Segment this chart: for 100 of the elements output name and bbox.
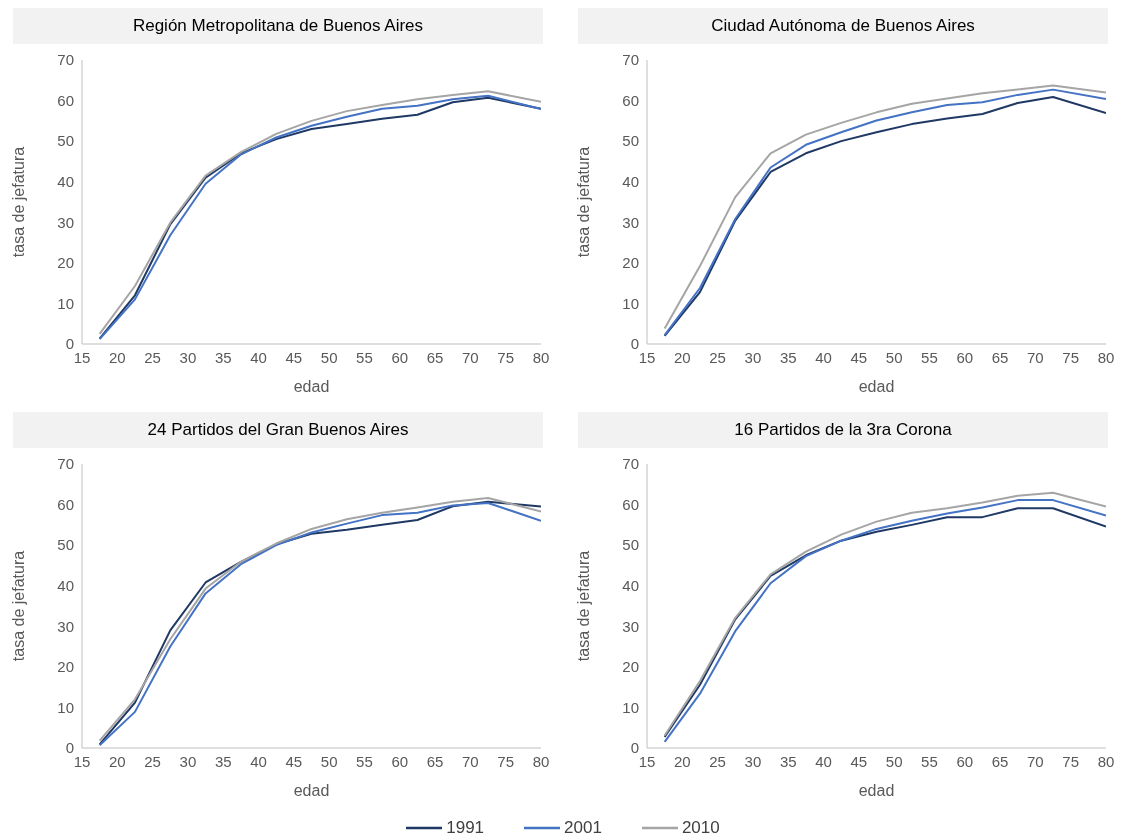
y-tick-label: 0 [630,335,639,353]
y-tick-label: 10 [57,698,74,716]
y-tick-label: 0 [65,739,74,757]
y-axis-title: tasa de jefatura [574,550,592,662]
x-tick-label: 25 [144,348,161,366]
y-tick-label: 50 [622,132,639,150]
y-axis-title: tasa de jefatura [574,146,592,258]
x-tick-label: 50 [885,752,903,770]
y-tick-label: 40 [57,173,74,191]
x-axis-title: edad [293,782,330,799]
x-tick-label: 70 [462,348,479,366]
x-tick-label: 60 [391,752,409,770]
x-tick-label: 50 [320,752,338,770]
x-tick-label: 65 [426,752,444,770]
y-tick-label: 50 [622,536,639,554]
x-tick-label: 60 [956,348,974,366]
legend-label: 1991 [446,818,485,834]
chart-title: Región Metropolitana de Buenos Aires [13,8,543,44]
y-tick-label: 60 [57,495,74,513]
x-tick-label: 35 [214,348,232,366]
chart-title: Ciudad Autónoma de Buenos Aires [578,8,1108,44]
x-tick-label: 20 [673,752,691,770]
y-tick-label: 70 [57,455,74,473]
y-tick-label: 60 [622,495,639,513]
y-tick-label: 40 [622,173,639,191]
y-tick-label: 20 [57,658,74,676]
legend-label: 2001 [564,818,602,834]
x-tick-label: 20 [108,348,126,366]
x-tick-label: 15 [638,752,656,770]
x-tick-label: 50 [320,348,338,366]
x-tick-label: 45 [285,348,303,366]
y-tick-label: 30 [622,213,639,231]
x-tick-label: 45 [285,752,303,770]
x-axis-title: edad [858,782,895,799]
chart-title: 24 Partidos del Gran Buenos Aires [13,412,543,448]
x-tick-label: 30 [179,752,197,770]
x-tick-label: 60 [956,752,974,770]
x-tick-label: 20 [673,348,691,366]
x-axis-title: edad [858,378,895,395]
x-tick-label: 15 [73,752,91,770]
x-tick-label: 25 [709,752,726,770]
x-tick-label: 30 [179,348,197,366]
x-tick-label: 55 [921,348,938,366]
x-tick-label: 40 [815,752,832,770]
y-tick-label: 70 [622,51,639,69]
x-tick-label: 55 [356,348,373,366]
x-tick-label: 70 [462,752,479,770]
x-tick-label: 80 [1097,348,1115,366]
x-tick-label: 75 [497,348,515,366]
y-tick-label: 10 [622,294,639,312]
y-tick-label: 30 [57,213,74,231]
y-tick-label: 10 [57,294,74,312]
x-tick-label: 80 [532,348,550,366]
chart-title: 16 Partidos de la 3ra Corona [578,412,1108,448]
x-tick-label: 25 [144,752,161,770]
x-tick-label: 30 [744,348,762,366]
x-tick-label: 60 [391,348,409,366]
y-axis-title: tasa de jefatura [9,146,27,258]
y-tick-label: 50 [57,132,74,150]
x-tick-label: 55 [356,752,373,770]
legend-label: 2010 [681,818,720,834]
x-tick-label: 75 [497,752,515,770]
y-tick-label: 40 [622,577,639,595]
x-tick-label: 15 [73,348,91,366]
y-tick-label: 30 [622,617,639,635]
x-tick-label: 35 [779,752,797,770]
y-tick-label: 60 [622,91,639,109]
x-tick-label: 50 [885,348,903,366]
x-tick-label: 25 [709,348,726,366]
x-tick-label: 75 [1062,752,1080,770]
y-tick-label: 30 [57,617,74,635]
x-tick-label: 15 [638,348,656,366]
x-tick-label: 45 [850,752,868,770]
x-tick-label: 35 [779,348,797,366]
x-tick-label: 40 [250,752,267,770]
x-tick-label: 35 [214,752,232,770]
x-tick-label: 70 [1027,752,1044,770]
y-tick-label: 0 [630,739,639,757]
x-tick-label: 45 [850,348,868,366]
y-tick-label: 20 [622,254,639,272]
x-tick-label: 20 [108,752,126,770]
x-tick-label: 70 [1027,348,1044,366]
y-axis-title: tasa de jefatura [9,550,27,662]
x-tick-label: 65 [426,348,444,366]
x-tick-label: 40 [815,348,832,366]
x-tick-label: 40 [250,348,267,366]
y-tick-label: 0 [65,335,74,353]
y-tick-label: 40 [57,577,74,595]
x-tick-label: 80 [532,752,550,770]
y-tick-label: 50 [57,536,74,554]
y-tick-label: 20 [622,658,639,676]
x-axis-title: edad [293,378,330,395]
y-tick-label: 70 [57,51,74,69]
y-tick-label: 70 [622,455,639,473]
y-tick-label: 20 [57,254,74,272]
x-tick-label: 55 [921,752,938,770]
y-tick-label: 10 [622,698,639,716]
x-tick-label: 65 [991,348,1009,366]
x-tick-label: 75 [1062,348,1080,366]
x-tick-label: 65 [991,752,1009,770]
